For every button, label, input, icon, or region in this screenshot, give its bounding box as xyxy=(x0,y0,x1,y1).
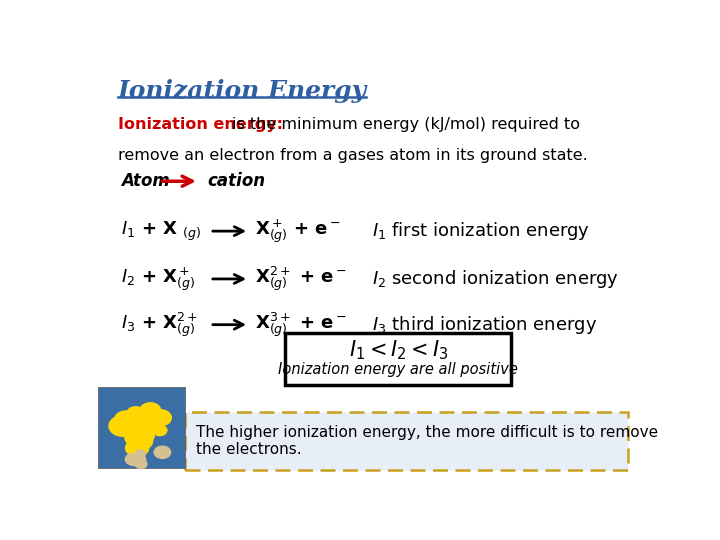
Text: remove an electron from a gases atom in its ground state.: remove an electron from a gases atom in … xyxy=(118,148,588,163)
Text: The higher ionization energy, the more difficult is to remove
the electrons.: The higher ionization energy, the more d… xyxy=(196,425,658,457)
Text: $\mathit{I}_3$ third ionization energy: $\mathit{I}_3$ third ionization energy xyxy=(372,314,597,336)
Circle shape xyxy=(140,403,161,418)
Circle shape xyxy=(131,418,150,432)
FancyBboxPatch shape xyxy=(99,387,185,468)
FancyBboxPatch shape xyxy=(285,333,511,385)
Text: Ionization energy:: Ionization energy: xyxy=(118,117,283,132)
Text: $\mathit{I}_2$ second ionization energy: $\mathit{I}_2$ second ionization energy xyxy=(372,268,618,290)
Circle shape xyxy=(135,460,147,469)
Text: Ionization Energy: Ionization Energy xyxy=(118,79,367,103)
Circle shape xyxy=(129,458,139,465)
Circle shape xyxy=(136,421,157,436)
FancyBboxPatch shape xyxy=(185,412,629,470)
Text: cation: cation xyxy=(207,172,265,190)
Circle shape xyxy=(154,446,171,458)
Circle shape xyxy=(125,440,148,457)
Circle shape xyxy=(109,416,137,436)
Text: $\mathit{I}_3$ + X$^{2+}_{(g)}$: $\mathit{I}_3$ + X$^{2+}_{(g)}$ xyxy=(121,310,198,339)
Circle shape xyxy=(130,417,154,435)
Circle shape xyxy=(131,424,154,442)
Circle shape xyxy=(153,425,167,436)
Circle shape xyxy=(135,450,145,457)
Text: Ionization energy are all positive: Ionization energy are all positive xyxy=(279,362,518,377)
Text: $\mathit{I}_1$ + X $_{(g)}$: $\mathit{I}_1$ + X $_{(g)}$ xyxy=(121,220,201,242)
Circle shape xyxy=(125,428,151,447)
Circle shape xyxy=(130,408,150,423)
Text: $\mathit{I}_1 < \mathit{I}_2 < \mathit{I}_3$: $\mathit{I}_1 < \mathit{I}_2 < \mathit{I… xyxy=(348,339,448,362)
Circle shape xyxy=(133,419,156,436)
Text: X$^{2+}_{(g)}$ + e$^-$: X$^{2+}_{(g)}$ + e$^-$ xyxy=(255,265,346,293)
Text: $\mathit{I}_1$ first ionization energy: $\mathit{I}_1$ first ionization energy xyxy=(372,220,590,242)
Circle shape xyxy=(125,424,154,446)
Circle shape xyxy=(150,410,171,426)
Circle shape xyxy=(136,419,159,436)
Circle shape xyxy=(135,408,156,423)
Text: X$^+_{(g)}$ + e$^-$: X$^+_{(g)}$ + e$^-$ xyxy=(255,217,341,245)
Circle shape xyxy=(130,419,149,433)
Text: is the minimum energy (kJ/mol) required to: is the minimum energy (kJ/mol) required … xyxy=(233,117,580,132)
Circle shape xyxy=(130,454,145,465)
Text: Atom: Atom xyxy=(121,172,169,190)
Text: X$^{3+}_{(g)}$ + e$^-$: X$^{3+}_{(g)}$ + e$^-$ xyxy=(255,310,346,339)
Circle shape xyxy=(127,407,145,420)
Circle shape xyxy=(117,414,145,435)
Circle shape xyxy=(131,433,153,449)
Circle shape xyxy=(125,454,141,465)
Circle shape xyxy=(125,425,147,441)
Circle shape xyxy=(114,411,138,428)
Circle shape xyxy=(134,420,149,431)
Text: $\mathit{I}_2$ + X$^+_{(g)}$: $\mathit{I}_2$ + X$^+_{(g)}$ xyxy=(121,265,195,293)
